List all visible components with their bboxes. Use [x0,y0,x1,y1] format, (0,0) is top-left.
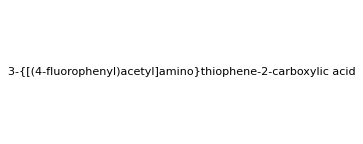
Text: 3-{[(4-fluorophenyl)acetyl]amino}thiophene-2-carboxylic acid: 3-{[(4-fluorophenyl)acetyl]amino}thiophe… [8,67,355,77]
